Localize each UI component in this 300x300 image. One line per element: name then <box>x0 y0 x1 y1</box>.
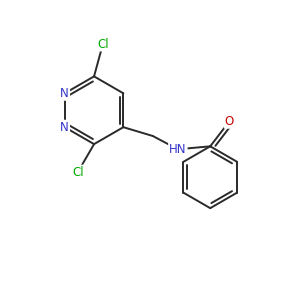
Text: Cl: Cl <box>72 166 84 178</box>
Text: N: N <box>60 87 69 100</box>
Text: HN: HN <box>169 143 187 156</box>
Text: N: N <box>60 121 69 134</box>
Text: O: O <box>225 115 234 128</box>
Text: Cl: Cl <box>97 38 109 50</box>
